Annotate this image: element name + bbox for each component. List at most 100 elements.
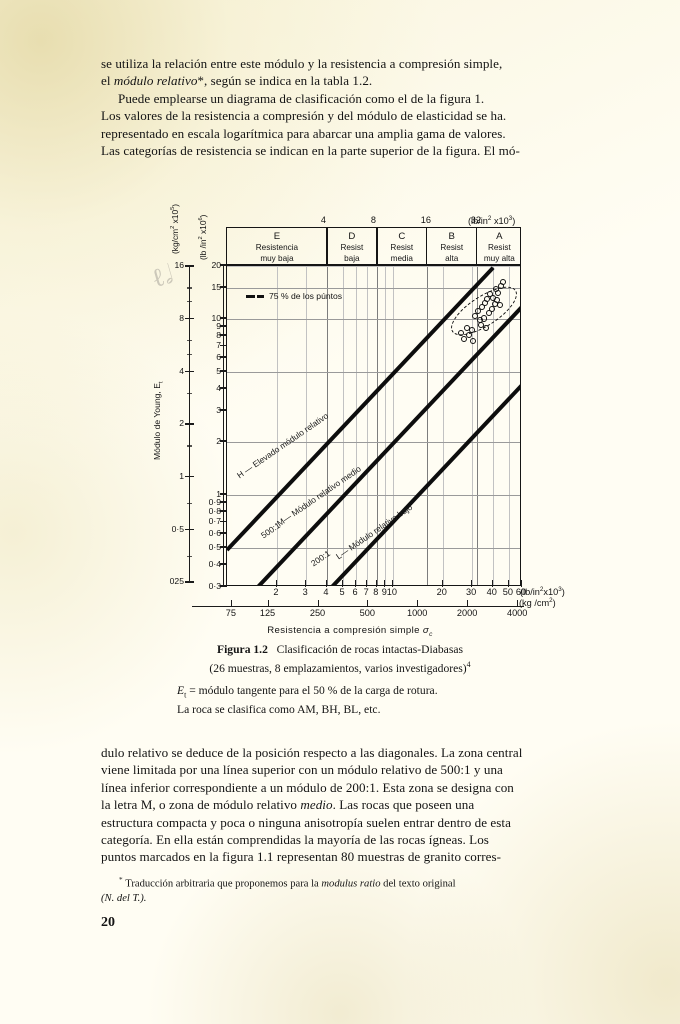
y-tick-label-inner: 0·4 xyxy=(208,558,221,569)
para-bottom-line-4b: . Las rocas que poseen una xyxy=(332,797,475,813)
gridline-vertical xyxy=(276,266,278,585)
caption-notes: Et = módulo tangente para el 50 % de la … xyxy=(120,684,560,718)
x-tick-primary xyxy=(355,580,357,587)
y-tick-label-inner: 4 xyxy=(216,382,221,393)
paragraph-top: se utiliza la relación entre este módulo… xyxy=(101,55,576,159)
footnote-italic-modulus-ratio: modulus ratio xyxy=(321,878,381,890)
caption-title-line: Figura 1.2 Clasificación de rocas intact… xyxy=(120,643,560,658)
x-tick-label-primary: 40 xyxy=(486,587,497,597)
gridline-vertical xyxy=(442,266,444,585)
category-name-line2: baja xyxy=(344,253,360,263)
y-tick-label-outer: 2 xyxy=(179,418,184,429)
y-axis-inner-line xyxy=(223,265,225,586)
x-tick-secondary xyxy=(230,600,233,607)
gridline-vertical xyxy=(385,266,387,585)
x-tick-primary xyxy=(325,580,328,587)
gridline-vertical xyxy=(508,266,510,585)
y-tick-outer xyxy=(185,476,194,478)
category-letter: C xyxy=(398,231,406,242)
x-tick-label-primary: 6 xyxy=(352,587,358,597)
y-tick-outer-minor xyxy=(187,555,192,558)
para-top-line-3: Puede emplearse un diagrama de clasifica… xyxy=(118,90,485,106)
footnote-marker: * xyxy=(119,876,123,884)
x-tick-secondary xyxy=(467,600,469,607)
caption-figure-title: Clasificación de rocas intactas-Diabasas xyxy=(276,643,463,656)
para-top-line-5: representado en escala logarítmica para … xyxy=(101,125,506,141)
y-tick-label-inner: 15 xyxy=(211,281,221,292)
y-tick-outer-minor xyxy=(187,301,192,303)
diagonal-label-H: H — Elevado módulo relativo xyxy=(235,410,331,481)
gridline-horizontal xyxy=(227,266,520,267)
strength-category-band: E Resistencia muy baja D Resist baja C Resist me… xyxy=(226,227,521,265)
figure-1-2: (kg/cm2 x105) (lb /in2 x106) Módulo de Y… xyxy=(140,182,565,642)
category-letter: D xyxy=(348,231,356,242)
para-bottom-line-7: puntos marcados en la figura 1.1 represe… xyxy=(101,849,502,865)
x-tick-label-secondary: 4000 xyxy=(506,608,528,618)
x-tick-primary xyxy=(441,580,443,587)
para-top-line-6: Las categorías de resistencia se indican… xyxy=(101,143,520,159)
category-name-line1: Resist xyxy=(340,243,364,252)
data-point xyxy=(470,337,477,345)
x-tick-primary xyxy=(275,580,278,587)
para-bottom-line-6: categoría. En ella están comprendidas la… xyxy=(101,832,489,848)
category-name-line2: muy alta xyxy=(483,253,515,263)
category-name-line1: Resist xyxy=(487,243,511,252)
caption-note-1: Et = módulo tangente para el 50 % de la … xyxy=(177,683,438,700)
caption-note-2: La roca se clasifica como AM, BH, BL, et… xyxy=(177,702,381,716)
data-point xyxy=(468,326,475,333)
para-top-italic-modulo-relativo: módulo relativo xyxy=(113,73,198,89)
gridline-category-boundary xyxy=(426,266,428,585)
plot-area: H — Elevado módulo relativo 500:1 M— Mód… xyxy=(226,265,521,586)
y-tick-label-inner: 0·3 xyxy=(208,580,221,591)
y-tick-label-inner: 0·5 xyxy=(208,541,221,552)
para-bottom-line-5: estructura compacta y poca o ninguna ani… xyxy=(101,814,511,830)
y-axis-inner-unit: (lb /in2 x106) xyxy=(198,214,208,260)
category-cell-D: D Resist baja xyxy=(327,228,377,264)
gridline-horizontal xyxy=(227,495,520,496)
diagonal-label-L: L— Módulo relativo bajo xyxy=(333,501,414,561)
para-bottom-line-1: dulo relativo se deduce de la posición r… xyxy=(101,745,523,760)
para-top-line-2a: el xyxy=(101,73,114,89)
x-tick-primary xyxy=(305,580,307,587)
category-name-line1: Resist xyxy=(440,243,464,252)
para-bottom-line-3: línea inferior correspondiente a un módu… xyxy=(101,779,514,795)
x-tick-primary xyxy=(507,580,510,587)
y-tick-label-inner: 0·6 xyxy=(208,527,221,538)
y-tick-label-inner: 2 xyxy=(216,435,221,446)
y-tick-label-outer: 1 xyxy=(179,471,184,482)
x-tick-primary xyxy=(226,580,228,587)
gridline-horizontal xyxy=(227,548,520,549)
para-top-line-1: se utiliza la relación entre este módulo… xyxy=(101,56,503,71)
x-tick-label-primary: 5 xyxy=(339,587,345,597)
para-bottom-line-2: viene limitada por una línea superior co… xyxy=(101,762,503,778)
y-tick-label-inner: 0·7 xyxy=(208,515,221,526)
para-bottom-line-4a: la letra M, o zona de módulo relativo xyxy=(101,797,301,813)
caption-subtitle-line: (26 muestras, 8 emplazamientos, varios i… xyxy=(120,658,560,676)
x-tick-primary xyxy=(366,580,368,587)
footnote-rule xyxy=(101,866,236,867)
x-tick-primary xyxy=(471,580,473,587)
category-name-line2: muy baja xyxy=(260,253,294,263)
y-tick-label-inner: 20 xyxy=(211,259,221,270)
category-cell-C: C Resist media xyxy=(377,228,427,264)
x-tick-label-primary: 4 xyxy=(323,587,329,597)
footnote: * Traducción arbitraria que proponemos p… xyxy=(101,873,576,906)
x-tick-label-secondary: 2000 xyxy=(456,608,478,618)
data-point xyxy=(483,324,490,332)
diagonal-line-H-500to1 xyxy=(227,266,495,552)
gridline-horizontal xyxy=(227,372,520,373)
caption-figure-subtitle: (26 muestras, 8 emplazamientos, varios i… xyxy=(209,661,467,675)
y-tick-label-inner: 0·8 xyxy=(208,505,221,516)
category-letter: E xyxy=(273,231,281,242)
y-tick-label-inner: 8 xyxy=(216,329,221,340)
data-point xyxy=(500,278,507,285)
diagonal-line-M-200to1 xyxy=(254,305,520,585)
x-tick-primary xyxy=(384,580,386,587)
x-tick-secondary xyxy=(317,600,319,607)
para-bottom-italic-medio: medio xyxy=(300,797,333,813)
x-tick-label-primary: 7 xyxy=(363,587,369,597)
category-boundary-value: 8 xyxy=(370,215,376,225)
x-tick-label-primary: 20 xyxy=(436,587,447,597)
caption-footnote-ref: 4 xyxy=(466,659,471,669)
y-axis-outer-unit: (kg/cm2 x105) xyxy=(170,203,180,254)
